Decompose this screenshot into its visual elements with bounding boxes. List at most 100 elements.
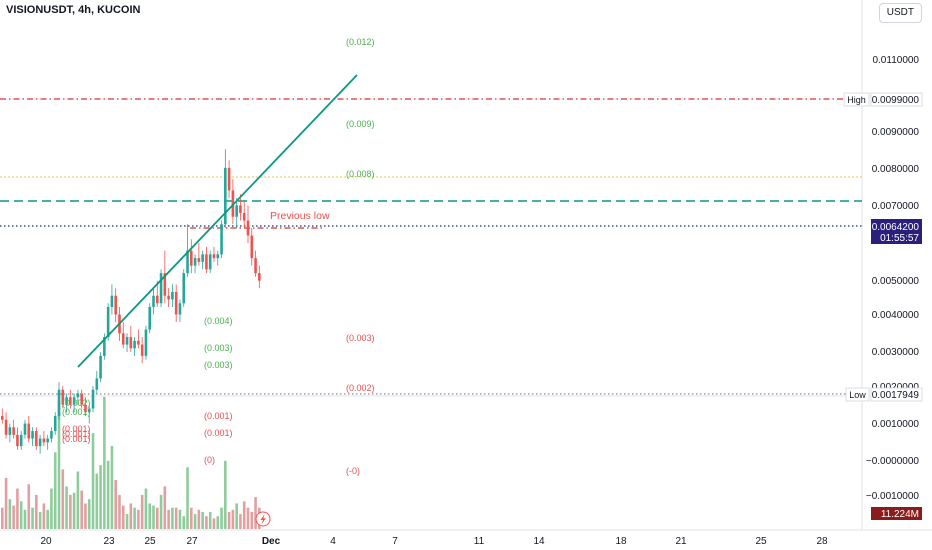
- volume-bar[interactable]: [254, 497, 257, 529]
- candle[interactable]: [31, 431, 34, 439]
- candle[interactable]: [148, 306, 152, 330]
- candle[interactable]: [27, 423, 31, 439]
- candle[interactable]: [193, 258, 197, 266]
- volume-bar[interactable]: [110, 445, 114, 529]
- candle[interactable]: [99, 355, 102, 379]
- volume-bar[interactable]: [250, 511, 254, 529]
- volume-bar[interactable]: [16, 488, 19, 529]
- volume-bar[interactable]: [144, 488, 148, 529]
- volume-bar[interactable]: [31, 507, 34, 529]
- volume-bar[interactable]: [231, 509, 235, 529]
- volume-bar[interactable]: [212, 518, 216, 529]
- candle[interactable]: [53, 416, 57, 432]
- candle[interactable]: [224, 167, 227, 225]
- volume-bar[interactable]: [53, 452, 57, 529]
- candle[interactable]: [212, 254, 216, 259]
- volume-bar[interactable]: [76, 471, 80, 529]
- candle[interactable]: [125, 337, 129, 345]
- volume-bar[interactable]: [246, 507, 250, 529]
- candle[interactable]: [152, 295, 155, 307]
- volume-bar[interactable]: [216, 516, 220, 529]
- candle[interactable]: [110, 295, 114, 307]
- volume-bar[interactable]: [106, 460, 110, 529]
- volume-bar[interactable]: [220, 507, 223, 529]
- volume-bar[interactable]: [193, 514, 197, 529]
- candle[interactable]: [227, 167, 231, 191]
- candle[interactable]: [12, 427, 15, 435]
- volume-bar[interactable]: [19, 501, 23, 529]
- volume-bar[interactable]: [140, 494, 144, 529]
- volume-bar[interactable]: [239, 514, 242, 529]
- volume-bar[interactable]: [99, 465, 102, 529]
- volume-bar[interactable]: [167, 509, 170, 529]
- volume-bar[interactable]: [38, 511, 42, 529]
- candle[interactable]: [231, 190, 235, 217]
- volume-bar[interactable]: [8, 499, 12, 529]
- candle[interactable]: [106, 306, 110, 338]
- volume-bar[interactable]: [205, 516, 208, 529]
- volume-bar[interactable]: [95, 473, 99, 529]
- volume-bar[interactable]: [121, 505, 125, 529]
- candle[interactable]: [205, 254, 208, 270]
- volume-bar[interactable]: [152, 505, 155, 529]
- volume-bar[interactable]: [129, 503, 133, 529]
- candle[interactable]: [42, 438, 46, 443]
- candle[interactable]: [87, 408, 91, 413]
- candle[interactable]: [246, 220, 250, 236]
- candle[interactable]: [167, 295, 170, 300]
- volume-bar[interactable]: [118, 494, 121, 529]
- candle[interactable]: [35, 431, 38, 447]
- volume-bar[interactable]: [27, 484, 31, 529]
- candle[interactable]: [8, 427, 12, 435]
- candle[interactable]: [242, 212, 246, 221]
- volume-bar[interactable]: [1, 507, 4, 529]
- candle[interactable]: [137, 340, 140, 345]
- volume-bar[interactable]: [186, 467, 189, 529]
- volume-bar[interactable]: [12, 505, 15, 529]
- candle[interactable]: [129, 337, 133, 349]
- volume-bar[interactable]: [65, 486, 68, 529]
- candle[interactable]: [254, 258, 257, 274]
- volume-bar[interactable]: [224, 460, 227, 529]
- volume-bar[interactable]: [46, 509, 49, 529]
- candle[interactable]: [178, 303, 182, 315]
- candle[interactable]: [197, 258, 201, 262]
- candle[interactable]: [57, 389, 61, 417]
- volume-bar[interactable]: [163, 486, 167, 529]
- volume-bar[interactable]: [197, 509, 201, 529]
- candle[interactable]: [103, 337, 106, 356]
- volume-bar[interactable]: [35, 494, 38, 529]
- volume-bar[interactable]: [178, 509, 182, 529]
- volume-bar[interactable]: [103, 396, 106, 529]
- candle[interactable]: [80, 393, 83, 405]
- candle[interactable]: [76, 393, 80, 398]
- volume-bar[interactable]: [80, 490, 83, 529]
- volume-bar[interactable]: [91, 433, 95, 529]
- volume-bar[interactable]: [190, 507, 193, 529]
- candle[interactable]: [4, 419, 8, 435]
- volume-bar[interactable]: [69, 494, 72, 529]
- candle[interactable]: [95, 378, 99, 390]
- volume-bar[interactable]: [57, 401, 61, 529]
- candle[interactable]: [216, 254, 220, 259]
- volume-bar[interactable]: [133, 507, 136, 529]
- candle[interactable]: [220, 224, 223, 255]
- candle[interactable]: [239, 205, 242, 213]
- volume-bar[interactable]: [125, 514, 129, 529]
- volume-bar[interactable]: [42, 503, 46, 529]
- volume-bar[interactable]: [159, 494, 163, 529]
- candle[interactable]: [258, 273, 261, 281]
- candle[interactable]: [121, 333, 125, 345]
- candle[interactable]: [235, 205, 238, 217]
- candle[interactable]: [144, 329, 148, 356]
- volume-bar[interactable]: [171, 507, 174, 529]
- candle[interactable]: [19, 434, 23, 447]
- candle[interactable]: [23, 423, 27, 435]
- candle[interactable]: [16, 434, 19, 447]
- candle[interactable]: [174, 291, 178, 315]
- candle[interactable]: [50, 431, 53, 439]
- candle[interactable]: [114, 295, 117, 315]
- candle[interactable]: [186, 250, 189, 274]
- volume-bar[interactable]: [137, 509, 140, 529]
- trendline[interactable]: [77, 74, 358, 368]
